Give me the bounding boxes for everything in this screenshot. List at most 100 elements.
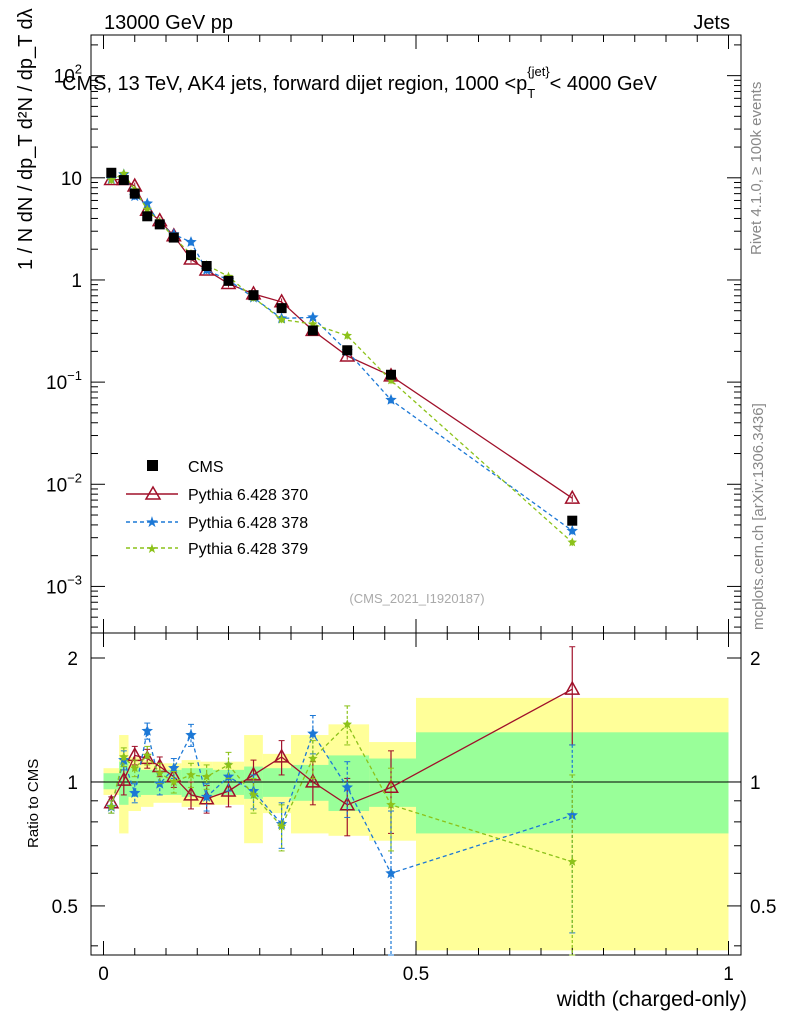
ratio-marker-1 [200, 790, 213, 802]
ratio-marker-2 [342, 719, 352, 729]
series-marker-2 [141, 197, 153, 209]
cms-data-point [567, 515, 578, 526]
x-tick-label: 0 [98, 964, 109, 985]
stat-uncertainty-band [291, 764, 329, 801]
series-marker-2 [566, 524, 578, 536]
ratio-marker-2 [567, 856, 577, 866]
y-tick-label: 10−1 [46, 368, 82, 394]
series-line-3 [111, 172, 573, 543]
y-tick-label: 1 [71, 271, 82, 292]
ratio-marker-370 [220, 782, 237, 797]
main-series [103, 167, 581, 547]
ratio-marker-1 [566, 809, 578, 821]
stat-uncertainty-band [262, 768, 291, 797]
cms-data-point [342, 345, 353, 356]
cms-data-point [186, 250, 196, 261]
cms-data-point [168, 232, 179, 243]
ratio-panel: 0.5 0.5 1 1 2 2 0 0.5 1 [52, 632, 776, 985]
series-marker-3 [106, 175, 117, 185]
legend-378-marker: ★ [145, 514, 158, 531]
ratio-marker-2 [276, 821, 287, 831]
ratio-marker-2 [308, 753, 318, 763]
jets-label: Jets [693, 12, 730, 34]
ratio-ylabel: Ratio to CMS [25, 759, 42, 848]
y-tick-base: 10 [54, 67, 75, 88]
legend-370-label: Pythia 6.428 370 [188, 487, 308, 504]
cms-data-point [201, 260, 212, 271]
plot-title: CMS, 13 TeV, AK4 jets, forward dijet reg… [62, 64, 658, 101]
y-tick-exponent: −3 [67, 572, 82, 587]
legend-378-label: Pythia 6.428 378 [188, 515, 308, 532]
cms-data-point [386, 369, 396, 380]
main-ylabel: 1 / N dN / dp_T d²N / dp_T dλ [15, 8, 37, 270]
ratio-marker-370 [183, 786, 199, 801]
series-marker-3 [342, 330, 352, 340]
legend-379-label: Pythia 6.428 379 [188, 541, 308, 558]
ratio-marker-2 [248, 789, 259, 799]
legend: CMS Pythia 6.428 370 ★ Pythia 6.428 378 … [126, 459, 308, 558]
series-marker-3 [142, 204, 152, 214]
cms-data-point [154, 219, 165, 230]
series-line-1 [111, 178, 573, 499]
ratio-y-tick-label-left: 2 [67, 649, 78, 670]
title-p: p [516, 73, 527, 95]
series-line-2 [111, 173, 573, 532]
cms-data-point [106, 167, 117, 178]
x-tick-label: 0.5 [403, 964, 429, 985]
ratio-marker-2 [201, 771, 212, 781]
cms-data-point [276, 303, 287, 314]
ratio-marker-2 [223, 759, 234, 769]
ratio-marker-370 [198, 790, 215, 805]
legend-cms-label: CMS [188, 459, 224, 476]
series-marker-3 [276, 314, 287, 324]
ratio-marker-2 [130, 763, 140, 773]
ratio-y-tick-label-right: 2 [750, 649, 761, 670]
ratio-series [103, 646, 581, 956]
legend-379-marker: ★ [146, 541, 158, 556]
y-tick-label: 10 [61, 169, 82, 190]
cms-data-point [118, 175, 129, 186]
series-marker-2 [307, 311, 319, 323]
cms-data-point [307, 325, 318, 336]
ratio-marker-370 [115, 771, 132, 786]
series-marker-370 [564, 489, 581, 504]
title-sub: T [527, 86, 535, 101]
x-tick-label: 1 [723, 964, 734, 985]
ratio-marker-370 [273, 748, 290, 763]
y-tick-label: 10−2 [46, 470, 82, 496]
title-after: < 4000 GeV [550, 73, 658, 95]
ratio-marker-2 [119, 752, 129, 761]
ratio-y-tick-label-right: 1 [750, 773, 761, 794]
ratio-y-tick-label-left: 0.5 [52, 897, 78, 918]
cms-data-point [142, 211, 153, 222]
series-marker-2 [385, 393, 397, 405]
cms-data-point [223, 275, 234, 286]
y-tick-exponent: −1 [67, 368, 82, 383]
title-sup: {jet} [527, 64, 550, 79]
title-main: CMS, 13 TeV, AK4 jets, forward dijet reg… [62, 73, 516, 95]
stat-uncertainty-band [103, 773, 120, 790]
ratio-marker-2 [169, 777, 179, 786]
x-axis-title: width (charged-only) [556, 988, 747, 1011]
ratio-marker-1 [129, 787, 141, 798]
ratio-marker-1 [307, 727, 319, 739]
main-ylabel-text: 1 / N dN / dp_T d²N / dp_T dλ [15, 8, 37, 270]
ratio-marker-2 [155, 768, 165, 778]
ratio-marker-2 [106, 801, 117, 811]
ratio-marker-370 [339, 796, 356, 811]
ratio-marker-370 [564, 680, 581, 695]
series-marker-3 [386, 375, 396, 385]
legend-370-marker [144, 485, 162, 500]
y-tick-base: 10 [46, 577, 67, 598]
series-marker-3 [567, 537, 577, 547]
y-tick-base: 10 [46, 373, 67, 394]
y-tick-exponent: −2 [67, 470, 82, 485]
ratio-y-tick-label-right: 0.5 [750, 897, 776, 918]
ratio-ticks: 0.5 0.5 1 1 2 2 0 0.5 1 [52, 633, 776, 985]
analysis-id: (CMS_2021_I1920187) [349, 591, 484, 606]
ratio-marker-1 [141, 725, 153, 736]
cms-data-point [129, 188, 140, 199]
